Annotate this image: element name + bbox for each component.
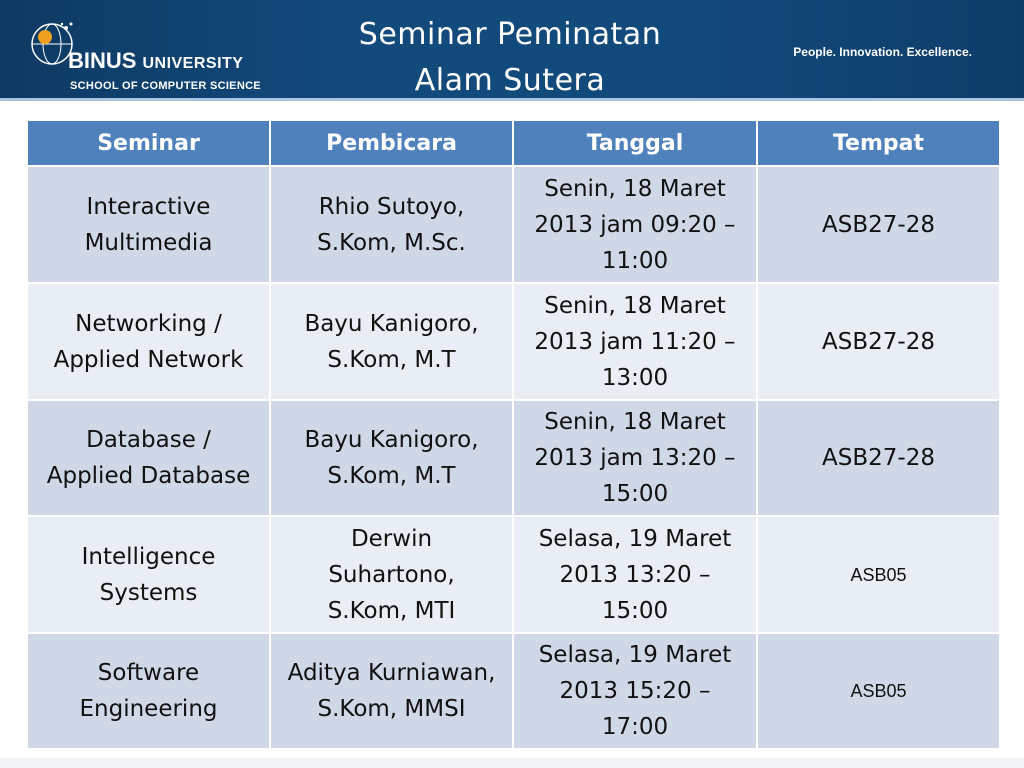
column-header-tempat: Tempat (756, 119, 1001, 167)
tagline: People. Innovation. Excellence. (793, 45, 972, 59)
cell-pembicara: Aditya Kurniawan, S.Kom, MMSI (269, 632, 514, 750)
cell-seminar: Networking / Applied Network (26, 282, 271, 401)
title-line-2: Alam Sutera (414, 63, 606, 98)
cell-tanggal: Senin, 18 Maret 2013 jam 09:20 – 11:00 (512, 165, 758, 284)
logo-brand: BINUS (68, 48, 137, 73)
table-row: Networking / Applied Network Bayu Kanigo… (26, 282, 1001, 401)
cell-pembicara: Bayu Kanigoro, S.Kom, M.T (269, 399, 514, 517)
cell-seminar: Software Engineering (26, 632, 271, 750)
cell-tanggal: Senin, 18 Maret 2013 jam 13:20 – 15:00 (512, 399, 758, 517)
cell-seminar: Interactive Multimedia (26, 165, 271, 284)
cell-tanggal: Senin, 18 Maret 2013 jam 11:20 – 13:00 (512, 282, 758, 401)
cell-tempat: ASB27-28 (756, 165, 1001, 284)
cell-tanggal: Selasa, 19 Maret 2013 15:20 – 17:00 (512, 632, 758, 750)
cell-seminar: Intelligence Systems (26, 515, 271, 634)
table-row: Intelligence Systems Derwin Suhartono, S… (26, 515, 1001, 634)
footer-strip (0, 758, 1024, 768)
cell-tempat: ASB05 (756, 515, 1001, 634)
title-line-1: Seminar Peminatan (358, 17, 662, 52)
column-header-seminar: Seminar (26, 119, 271, 167)
globe-icon (31, 22, 73, 65)
slide-header: BINUS UNIVERSITY SCHOOL OF COMPUTER SCIEN… (0, 0, 1024, 101)
cell-tempat: ASB05 (756, 632, 1001, 750)
seminar-schedule-table: Seminar Pembicara Tanggal Tempat Interac… (26, 119, 1001, 750)
binus-logo: BINUS UNIVERSITY SCHOOL OF COMPUTER SCIEN… (22, 10, 272, 95)
cell-pembicara: Derwin Suhartono, S.Kom, MTI (269, 515, 514, 634)
logo-subtitle: SCHOOL OF COMPUTER SCIENCE (70, 80, 261, 92)
cell-tanggal: Selasa, 19 Maret 2013 13:20 – 15:00 (512, 515, 758, 634)
cell-seminar: Database / Applied Database (26, 399, 271, 517)
column-header-tanggal: Tanggal (512, 119, 758, 167)
logo-wordmark: BINUS UNIVERSITY (68, 48, 243, 74)
slide-title: Seminar Peminatan Alam Sutera (300, 12, 720, 104)
cell-tempat: ASB27-28 (756, 282, 1001, 401)
column-header-pembicara: Pembicara (269, 119, 514, 167)
cell-tempat: ASB27-28 (756, 399, 1001, 517)
table-row: Interactive Multimedia Rhio Sutoyo, S.Ko… (26, 165, 1001, 284)
logo-university: UNIVERSITY (142, 55, 244, 72)
cell-pembicara: Bayu Kanigoro, S.Kom, M.T (269, 282, 514, 401)
table-row: Software Engineering Aditya Kurniawan, S… (26, 632, 1001, 750)
cell-pembicara: Rhio Sutoyo, S.Kom, M.Sc. (269, 165, 514, 284)
table-header-row: Seminar Pembicara Tanggal Tempat (26, 119, 1001, 167)
table-row: Database / Applied Database Bayu Kanigor… (26, 399, 1001, 517)
